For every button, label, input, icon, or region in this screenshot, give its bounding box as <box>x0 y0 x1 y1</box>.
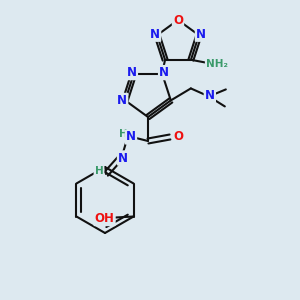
Text: N: N <box>196 28 206 41</box>
Text: N: N <box>159 66 169 79</box>
Text: NH₂: NH₂ <box>206 59 228 69</box>
Text: H: H <box>94 166 103 176</box>
Text: N: N <box>118 152 128 164</box>
Text: N: N <box>150 28 160 41</box>
Text: OH: OH <box>94 212 115 225</box>
Text: N: N <box>205 89 215 102</box>
Text: H: H <box>118 129 127 139</box>
Text: N: N <box>117 94 127 107</box>
Text: O: O <box>173 14 183 26</box>
Text: N: N <box>126 130 136 143</box>
Text: O: O <box>173 130 183 143</box>
Text: N: N <box>127 66 137 79</box>
